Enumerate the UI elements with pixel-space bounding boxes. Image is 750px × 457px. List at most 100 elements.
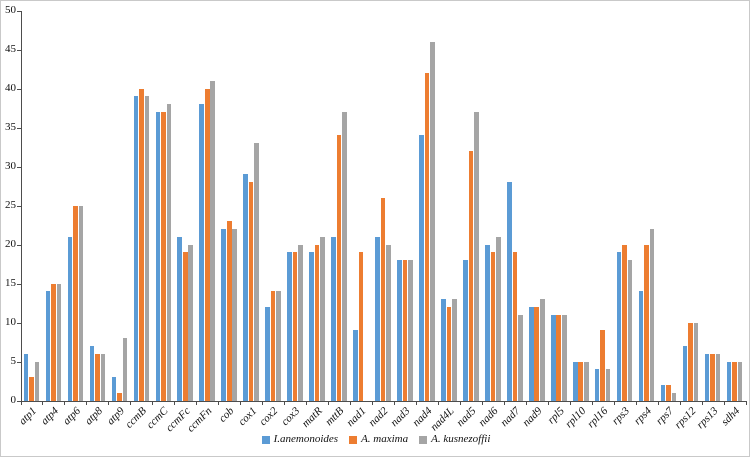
y-tick-mark [16, 49, 21, 51]
x-tick-label-atp1: atp1 [16, 405, 40, 428]
y-tick-label: 15 [5, 277, 16, 289]
legend: I.anemonoides A. maxima A. kusnezoffii [1, 433, 749, 445]
x-tick-label-cob: cob [217, 405, 237, 425]
y-axis [20, 10, 22, 402]
bar-atp8-akusnezoffii [100, 353, 106, 401]
bar-nad4L-amaxima [446, 306, 452, 401]
bar-ccmB-ianemonoides [133, 96, 139, 401]
x-tick-mark [284, 401, 286, 405]
x-tick-mark [86, 401, 88, 405]
bar-sdh4-akusnezoffii [737, 361, 743, 401]
x-tick-label-cox3: cox3 [279, 405, 303, 429]
bar-nad4-akusnezoffii [430, 41, 435, 401]
x-tick-label-nad2: nad2 [366, 405, 391, 430]
y-tick-mark [16, 244, 21, 246]
x-tick-mark [108, 401, 110, 405]
x-tick-mark [701, 401, 703, 405]
x-tick-mark [459, 401, 461, 405]
x-tick-mark [196, 401, 198, 405]
bar-nad5-akusnezoffii [474, 111, 479, 401]
y-tick-mark [16, 361, 21, 363]
y-tick-label: 50 [5, 4, 16, 16]
x-tick-mark [415, 401, 417, 405]
x-tick-mark [328, 401, 330, 405]
x-tick-mark [306, 401, 308, 405]
bar-nad2-ianemonoides [375, 236, 380, 401]
y-tick-label: 35 [5, 121, 16, 133]
x-tick-label-nad9: nad9 [520, 405, 545, 430]
bar-nad7-amaxima [512, 252, 518, 401]
x-tick-label-nad7: nad7 [498, 405, 523, 430]
x-tick-label-nad3: nad3 [388, 405, 413, 430]
bar-atp4-amaxima [51, 283, 56, 401]
bar-sdh4-amaxima [732, 361, 737, 401]
bar-rps4-amaxima [644, 244, 649, 401]
x-tick-mark [745, 401, 747, 405]
bar-nad1-amaxima [358, 252, 364, 401]
x-tick-label-rpl16: rpl16 [584, 405, 611, 431]
x-tick-label-rps12: rps12 [671, 405, 699, 432]
x-tick-mark [525, 401, 527, 405]
bar-atp4-akusnezoffii [56, 283, 62, 401]
bar-ccmC-amaxima [161, 111, 166, 401]
bar-cox3-amaxima [292, 252, 298, 401]
bar-atp8-ianemonoides [89, 345, 95, 401]
bar-nad9-amaxima [534, 306, 540, 401]
bar-atp9-amaxima [117, 392, 122, 401]
bar-nad6-amaxima [490, 252, 496, 401]
bar-cox1-ianemonoides [243, 174, 248, 401]
bar-atp6-ianemonoides [67, 236, 73, 401]
bar-nad1-ianemonoides [353, 330, 358, 401]
y-tick-mark [16, 322, 21, 324]
bar-atp1-akusnezoffii [34, 361, 40, 401]
bar-nad3-akusnezoffii [408, 260, 413, 401]
x-tick-label-matR: matR [299, 405, 325, 430]
x-tick-label-rps13: rps13 [693, 405, 721, 432]
bar-rps13-akusnezoffii [715, 353, 721, 401]
bar-atp8-amaxima [95, 353, 100, 401]
x-tick-label-nad5: nad5 [454, 405, 479, 430]
bar-cox2-akusnezoffii [276, 291, 281, 401]
bar-rps4-ianemonoides [638, 291, 644, 401]
bar-cox2-ianemonoides [265, 306, 270, 401]
bar-nad5-amaxima [468, 150, 474, 401]
x-tick-mark [20, 401, 22, 405]
bar-sdh4-ianemonoides [726, 361, 732, 401]
bar-atp1-amaxima [29, 377, 34, 401]
x-tick-label-nad4L: nad4L [428, 405, 457, 434]
y-tick-mark [16, 166, 21, 168]
bar-nad9-ianemonoides [528, 306, 534, 401]
legend-label: A. kusnezoffii [431, 433, 491, 445]
x-tick-mark [64, 401, 66, 405]
bar-ccmC-akusnezoffii [166, 104, 172, 401]
bar-rps3-akusnezoffii [627, 260, 633, 401]
x-tick-mark [393, 401, 395, 405]
bar-ccmC-ianemonoides [155, 111, 161, 401]
bar-ccmB-amaxima [139, 88, 144, 401]
x-tick-mark [152, 401, 154, 405]
bar-nad6-akusnezoffii [496, 236, 501, 401]
x-tick-mark [547, 401, 549, 405]
legend-swatch-icon [261, 435, 270, 444]
bar-cox2-amaxima [270, 291, 276, 401]
bar-nad4L-akusnezoffii [452, 299, 457, 401]
x-tick-mark [657, 401, 659, 405]
y-tick-label: 0 [10, 394, 17, 406]
y-tick-mark [16, 400, 21, 402]
x-tick-mark [569, 401, 571, 405]
bar-rpl5-ianemonoides [550, 314, 556, 401]
bar-mttB-ianemonoides [331, 236, 336, 401]
x-tick-mark [350, 401, 352, 405]
y-tick-mark [16, 283, 21, 285]
y-tick-label: 45 [5, 43, 16, 55]
bar-rps12-ianemonoides [682, 345, 688, 401]
x-tick-mark [481, 401, 483, 405]
x-tick-label-mttB: mttB [323, 405, 347, 429]
bar-ccmFc-amaxima [182, 252, 188, 401]
bar-matR-akusnezoffii [320, 236, 325, 401]
x-tick-mark [372, 401, 373, 405]
y-tick-mark [16, 10, 21, 12]
bar-ccmFn-akusnezoffii [210, 80, 216, 401]
bar-ccmFn-amaxima [204, 88, 210, 401]
